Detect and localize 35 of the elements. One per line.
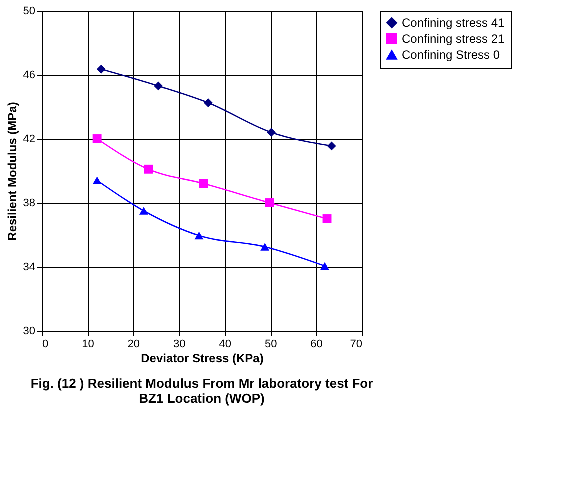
x-tick-label: 50 [264,338,278,350]
y-axis-title: Resilient Modulus (MPa) [5,102,20,241]
point [96,64,106,74]
point [144,164,153,174]
y-tick-label: 38 [23,198,36,210]
x-tick-label: 60 [310,338,323,350]
point [260,243,270,251]
point [92,176,102,184]
x-tick-label: 40 [219,338,232,350]
point [320,262,330,270]
y-tick-label: 46 [23,70,36,82]
y-tick-label: 42 [23,134,36,146]
x-tick-label: 0 [42,338,49,350]
y-tick-label: 50 [23,6,36,18]
point [154,82,164,91]
x-tick-label: 70 [350,338,362,350]
point [92,134,102,144]
legend-label: Confining Stress 0 [402,48,500,62]
point [327,142,336,151]
y-tick-label: 34 [23,262,36,274]
y-tick-label: 30 [23,326,36,338]
point [267,128,276,138]
x-tick-label: 10 [82,338,94,350]
point [139,207,148,215]
legend-label: Confining stress 41 [402,16,506,30]
text: Fig. (12 ) Resilient Modulus From Mr laboratory test For BZ1 Location (WOP) [30,376,374,406]
x-tick-label: 30 [174,338,186,350]
x-tick-label: 20 [128,338,140,350]
point [204,98,213,108]
point [265,198,274,208]
point [194,232,204,240]
point [322,214,332,224]
point [199,179,208,188]
x-axis-title: Deviator Stress (KPa) [141,352,264,366]
legend-label: Confining stress 21 [402,32,506,46]
